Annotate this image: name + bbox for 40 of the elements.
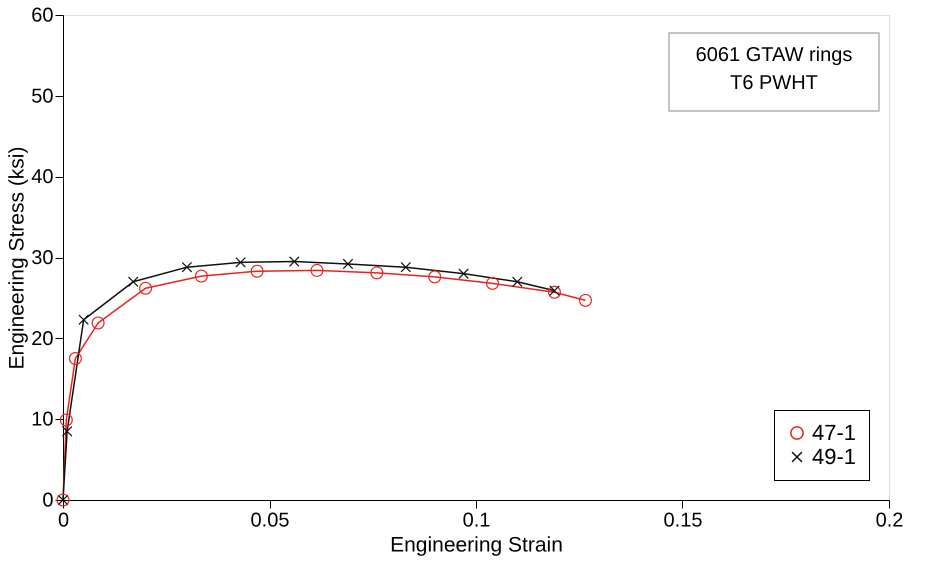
point [548, 286, 561, 299]
y-tick-label: 60 [31, 4, 54, 26]
point [400, 262, 412, 273]
x-tick-label: 0.2 [876, 510, 904, 532]
point [194, 270, 208, 283]
point [128, 276, 139, 288]
point [288, 256, 300, 267]
point [342, 258, 354, 270]
point [139, 282, 152, 295]
legend-label: 49-1 [812, 444, 856, 469]
point [486, 276, 500, 290]
x-tick-label: 0.15 [664, 510, 702, 532]
point [428, 270, 442, 284]
annotation: 6061 GTAW rings T6 PWHT [696, 44, 852, 94]
point [182, 262, 192, 273]
point [578, 294, 592, 307]
x-axis-title: Engineering Strain [390, 534, 563, 556]
point [310, 264, 324, 277]
point [235, 257, 246, 268]
y-tick-label: 50 [31, 85, 54, 108]
y-tick-label: 40 [31, 166, 54, 188]
y-tick-label: 30 [31, 247, 54, 269]
x-tick-label: 0 [58, 510, 70, 532]
x-tick-label: 0.1 [462, 510, 490, 532]
point [62, 426, 72, 437]
y-axis-title: Engineering Stress (ksi) [5, 146, 28, 370]
x-tick-label: 0.05 [250, 510, 290, 532]
point [458, 268, 469, 279]
point [92, 316, 105, 330]
point [549, 285, 560, 296]
y-tick-label: 20 [31, 328, 54, 350]
point [512, 276, 523, 288]
point [60, 413, 73, 426]
y-tick-label: 0 [42, 490, 54, 512]
legend-label: 47-1 [812, 420, 856, 445]
point [68, 352, 82, 366]
point [250, 264, 264, 278]
y-tick-label: 10 [31, 408, 54, 431]
point [370, 266, 384, 280]
point [78, 314, 89, 326]
